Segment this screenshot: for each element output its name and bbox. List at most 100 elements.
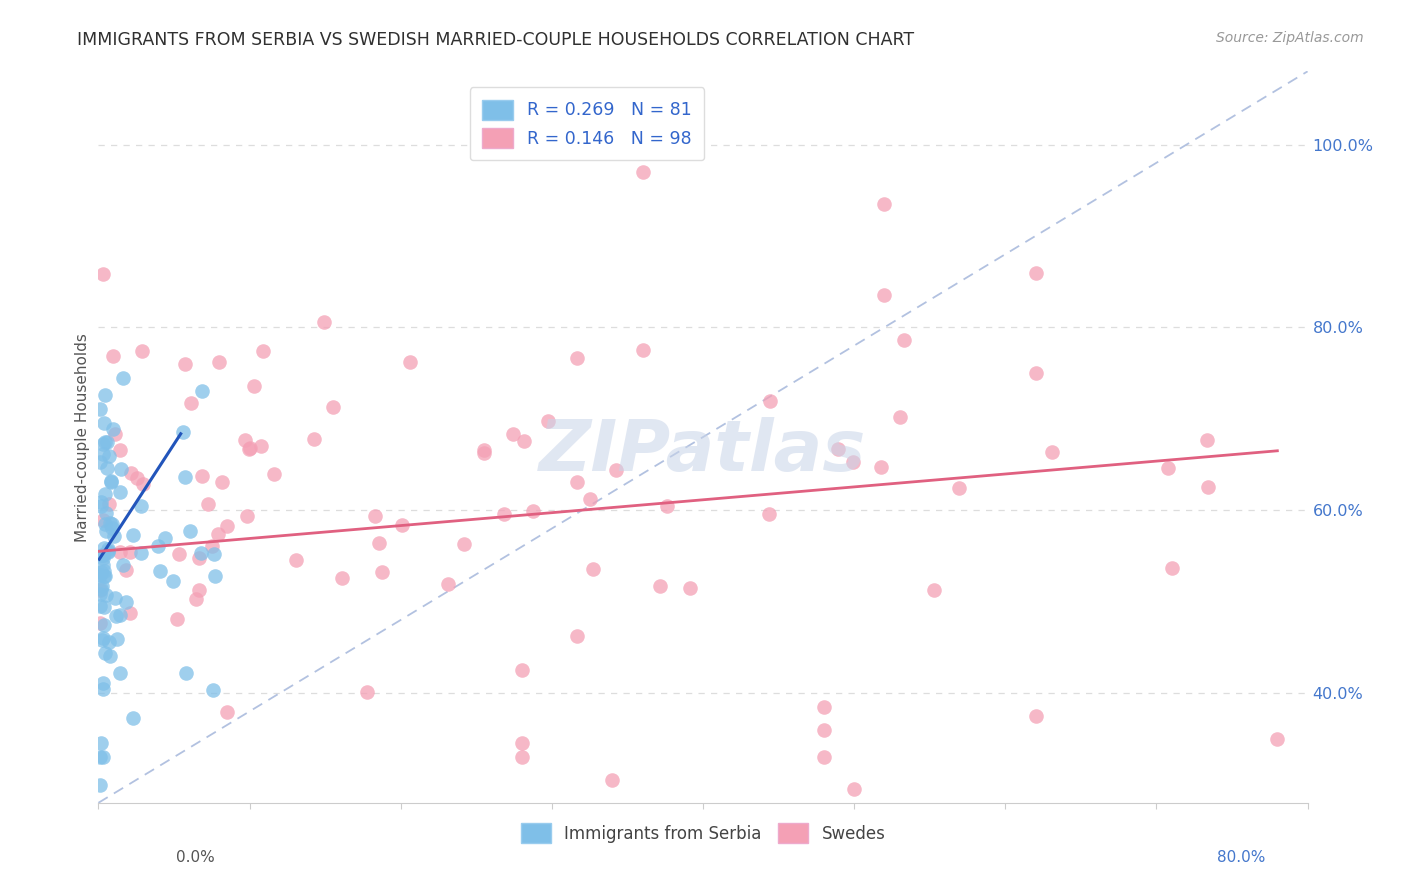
Point [129, 546, 152, 560]
Point [125, 471, 148, 485]
Text: ZIPatlas: ZIPatlas [540, 417, 866, 486]
Point [101, 350, 124, 364]
Point [108, 442, 131, 457]
Point [631, 343, 654, 358]
Point [197, 497, 219, 511]
Point [1024, 266, 1046, 280]
Point [94, 506, 117, 520]
Point [89, 402, 111, 417]
Point [180, 395, 202, 409]
Point [173, 358, 195, 372]
Point [174, 469, 197, 483]
Point [91, 558, 114, 572]
Point [813, 750, 835, 764]
Point [284, 553, 307, 567]
Point [162, 574, 184, 589]
Point [332, 571, 354, 585]
Point [91, 631, 114, 645]
Point [89, 587, 111, 601]
Point [567, 629, 589, 643]
Point [922, 582, 945, 597]
Text: 0.0%: 0.0% [176, 850, 215, 865]
Point [873, 197, 896, 211]
Point [93, 267, 115, 281]
Point [249, 439, 271, 453]
Point [813, 699, 835, 714]
Point [100, 521, 122, 535]
Point [89, 750, 111, 764]
Point [565, 475, 588, 490]
Text: 80.0%: 80.0% [1218, 850, 1265, 865]
Point [121, 527, 143, 541]
Point [191, 384, 214, 398]
Point [148, 564, 170, 578]
Point [96, 545, 118, 559]
Point [759, 393, 782, 408]
Point [94, 388, 117, 402]
Point [655, 499, 678, 513]
Point [191, 469, 214, 483]
Point [1042, 445, 1064, 459]
Point [89, 454, 111, 468]
Point [1024, 366, 1046, 380]
Point [93, 599, 115, 614]
Point [108, 545, 131, 559]
Point [827, 442, 849, 456]
Point [93, 675, 115, 690]
Point [93, 681, 115, 696]
Point [502, 426, 524, 441]
Point [1267, 731, 1289, 746]
Point [243, 379, 266, 393]
Point [204, 569, 226, 583]
Point [202, 682, 225, 697]
Point [201, 539, 224, 553]
Point [187, 583, 209, 598]
Point [120, 545, 142, 559]
Point [93, 569, 115, 583]
Point [155, 531, 177, 545]
Point [179, 524, 201, 538]
Point [120, 606, 142, 620]
Point [91, 548, 114, 562]
Point [217, 706, 239, 720]
Point [512, 434, 534, 449]
Point [94, 588, 117, 602]
Point [536, 414, 558, 428]
Point [207, 527, 229, 541]
Point [391, 517, 413, 532]
Point [96, 434, 118, 449]
Point [166, 611, 188, 625]
Point [91, 513, 114, 527]
Point [91, 437, 114, 451]
Point [190, 545, 212, 559]
Y-axis label: Married-couple Households: Married-couple Households [75, 333, 90, 541]
Point [217, 519, 239, 533]
Point [91, 447, 114, 461]
Legend: Immigrants from Serbia, Swedes: Immigrants from Serbia, Swedes [515, 817, 891, 849]
Point [111, 370, 134, 384]
Point [90, 566, 112, 580]
Point [93, 486, 115, 500]
Point [91, 551, 114, 566]
Point [114, 563, 136, 577]
Point [97, 543, 120, 558]
Point [94, 646, 117, 660]
Point [873, 288, 896, 302]
Point [91, 549, 114, 563]
Point [889, 410, 911, 425]
Point [844, 782, 866, 797]
Point [108, 484, 131, 499]
Point [474, 443, 496, 458]
Point [1024, 709, 1046, 723]
Point [98, 449, 121, 463]
Point [238, 441, 260, 455]
Point [132, 477, 155, 491]
Point [89, 583, 111, 598]
Point [1197, 480, 1219, 494]
Point [302, 432, 325, 446]
Point [582, 562, 605, 576]
Point [108, 666, 131, 681]
Point [93, 417, 115, 431]
Point [94, 524, 117, 539]
Point [93, 568, 115, 582]
